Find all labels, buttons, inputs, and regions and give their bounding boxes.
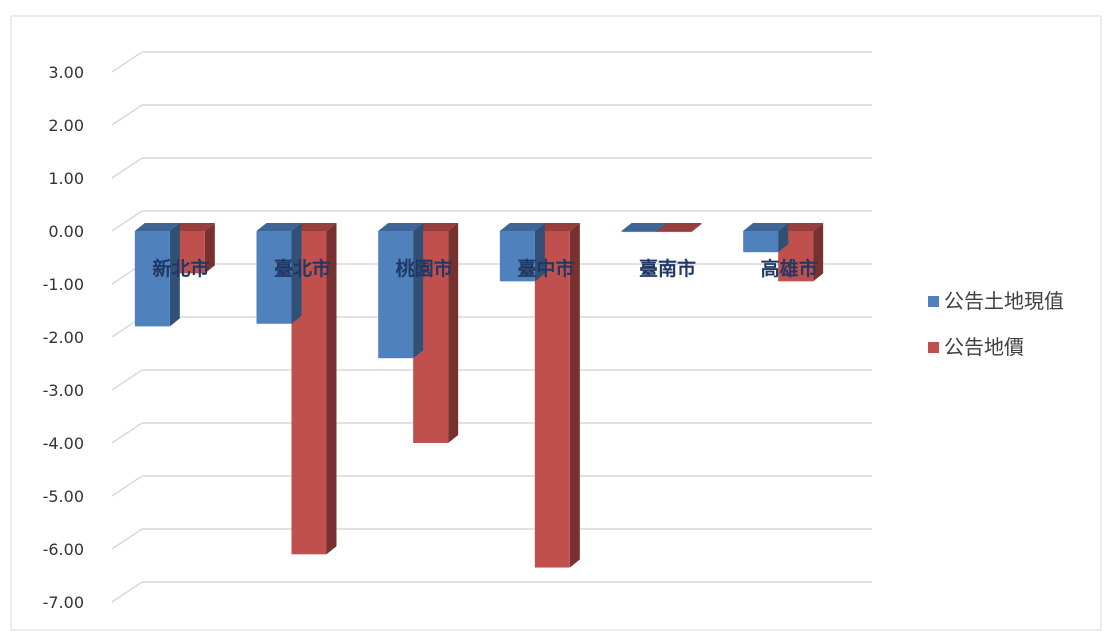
gridline-depth [111,528,143,550]
y-tick-label: 0.00 [48,222,84,241]
bar-side [778,223,789,253]
bar-side [534,223,545,282]
gridline-depth [111,210,143,232]
bar-top [621,223,667,231]
bar-series2-臺南市 [656,223,702,233]
y-tick-label: 1.00 [48,169,84,188]
bar-series1-高雄市 [743,223,789,253]
y-tick-label: -3.00 [43,381,84,400]
bar-side [569,223,580,568]
y-tick-label: 3.00 [48,63,84,82]
bar-side [326,223,337,555]
category-label: 臺中市 [517,257,574,280]
bar-top [256,223,302,231]
legend-swatch [928,342,939,353]
bar-front [743,231,779,253]
y-tick-label: -4.00 [43,434,84,453]
bar-side [413,223,424,359]
y-tick-label: 2.00 [48,116,84,135]
bar-side [448,223,459,443]
bar-series1-臺南市 [621,223,667,233]
gridline-depth [111,157,143,179]
y-tick-label: -2.00 [43,328,84,347]
category-label: 新北市 [152,257,209,280]
y-axis-tick-labels: 3.00 2.00 1.00 0.00 -1.00 -2.00 -3.00 -4.00 -5.0… [43,63,84,612]
bar-side [656,223,667,233]
bar-top [378,223,424,231]
bar-series1-臺北市 [256,223,302,324]
bar-top [656,223,702,231]
category-label: 高雄市 [761,257,818,280]
bar-front [256,231,292,324]
bar-top [413,223,459,231]
gridline-depth [111,475,143,497]
legend-label: 公告地價 [944,335,1024,359]
bar-side [813,223,824,282]
bar-top [778,223,824,231]
y-tick-label: -1.00 [43,275,84,294]
bar-front [378,231,414,359]
bar-series1-臺中市 [499,223,545,282]
category-label: 臺北市 [274,257,331,280]
y-tick-label: -5.00 [43,487,84,506]
bar-side [204,223,215,274]
gridline-depth [111,422,143,444]
bar-top [534,223,580,231]
gridline-depth [111,51,143,73]
bars [134,223,824,568]
bar-top [291,223,337,231]
bar-side [291,223,302,324]
bar-top [134,223,180,231]
y-tick-label: -7.00 [43,593,84,612]
bar-side [169,223,180,327]
bar-series1-桃園市 [378,223,424,359]
category-label: 臺南市 [639,257,696,280]
category-label: 桃園市 [396,257,453,280]
legend-label: 公告土地現值 [944,289,1064,313]
bar-top [169,223,215,231]
bar-side [691,223,702,233]
bar-front [621,231,657,233]
bar-front [134,231,170,327]
bar-front [499,231,535,282]
legend-swatch [928,296,939,307]
gridline-depth [111,104,143,126]
bar-series2-臺中市 [534,223,580,568]
bar-front [534,231,570,568]
bar-front [656,231,692,233]
category-labels: 新北市 臺北市 桃園市 臺中市 臺南市 高雄市 [152,257,817,280]
bar-top [499,223,545,231]
bar-top [743,223,789,231]
y-tick-label: -6.00 [43,540,84,559]
gridline-depth [111,369,143,391]
bar-series1-新北市 [134,223,180,327]
gridline-depth [111,581,143,603]
